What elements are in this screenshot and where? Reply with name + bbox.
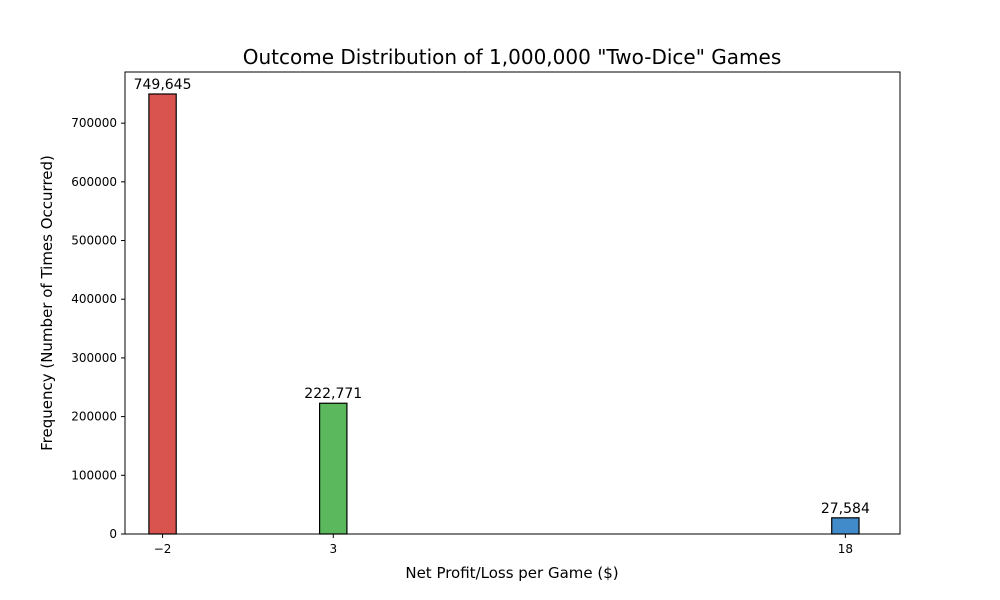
- bar-27-584: [831, 517, 860, 535]
- y-tick-label-400000: 400000: [71, 292, 117, 306]
- data-label-27-584: 27,584: [821, 501, 870, 517]
- bars-group: 749,645 222,771 27,584: [134, 77, 870, 535]
- y-tick-label-500000: 500000: [71, 234, 117, 248]
- x-tick-label-3: 3: [329, 542, 337, 556]
- x-tick-label-18: 18: [838, 542, 853, 556]
- bar-749-645: [148, 93, 177, 535]
- y-tick-label-100000: 100000: [71, 468, 117, 482]
- plot-frame: [124, 71, 901, 535]
- y-tick-label-600000: 600000: [71, 175, 117, 189]
- data-label-222-771: 222,771: [304, 386, 362, 402]
- x-tick-label-2: −2: [154, 542, 172, 556]
- bar-222-771: [319, 402, 348, 535]
- ticks-group: −2 3 18 0 100000 200000 300000 400000 500000 6000…: [71, 116, 853, 556]
- y-tick-label-200000: 200000: [71, 410, 117, 424]
- data-label-749-645: 749,645: [134, 77, 192, 93]
- y-tick-label-300000: 300000: [71, 351, 117, 365]
- y-tick-label-700000: 700000: [71, 116, 117, 130]
- chart-title: Outcome Distribution of 1,000,000 "Two-D…: [243, 45, 782, 69]
- x-axis-label: Net Profit/Loss per Game ($): [405, 564, 618, 582]
- y-tick-label-0: 0: [109, 527, 117, 541]
- y-axis-label: Frequency (Number of Times Occurred): [38, 155, 56, 451]
